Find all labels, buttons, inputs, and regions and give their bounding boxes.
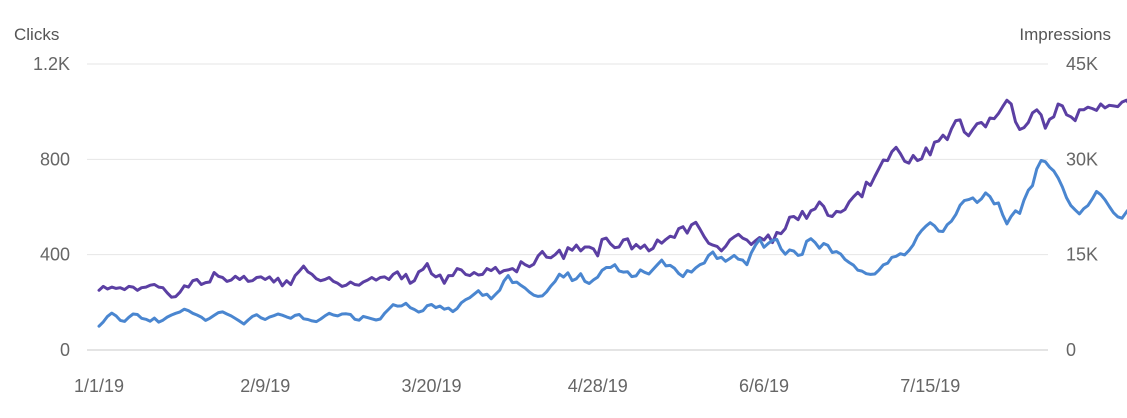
x-tick-label: 1/1/19 xyxy=(74,376,124,396)
left-tick-label: 0 xyxy=(60,340,70,360)
left-tick-label: 400 xyxy=(40,245,70,265)
left-tick-label: 800 xyxy=(40,149,70,169)
right-axis-ticks: 0 15K 30K 45K xyxy=(1066,54,1098,360)
x-tick-label: 3/20/19 xyxy=(401,376,461,396)
impressions-line xyxy=(97,98,1127,299)
x-tick-label: 4/28/19 xyxy=(568,376,628,396)
right-axis-title: Impressions xyxy=(1019,25,1111,44)
gridlines xyxy=(87,63,1048,351)
right-tick-label: 30K xyxy=(1066,149,1098,169)
x-axis-ticks: 1/1/19 2/9/19 3/20/19 4/28/19 6/6/19 7/15/19 xyxy=(74,376,960,396)
right-tick-label: 15K xyxy=(1066,245,1098,265)
right-tick-label: 0 xyxy=(1066,340,1076,360)
x-tick-label: 7/15/19 xyxy=(900,376,960,396)
left-axis-title: Clicks xyxy=(14,25,59,44)
left-axis-ticks: 0 400 800 1.2K xyxy=(33,54,70,360)
right-tick-label: 45K xyxy=(1066,54,1098,74)
series-lines xyxy=(97,98,1127,328)
x-tick-label: 2/9/19 xyxy=(240,376,290,396)
x-tick-label: 6/6/19 xyxy=(739,376,789,396)
left-tick-label: 1.2K xyxy=(33,54,70,74)
clicks-line xyxy=(97,159,1127,328)
